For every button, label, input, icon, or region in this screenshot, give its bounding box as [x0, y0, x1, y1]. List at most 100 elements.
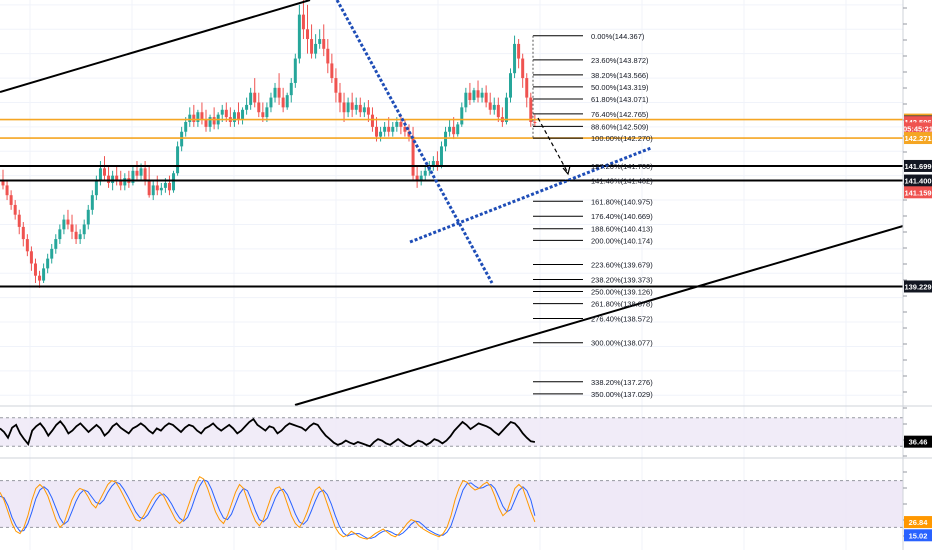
candle-body[interactable]: [484, 92, 488, 103]
candle-body[interactable]: [33, 263, 37, 276]
price-panel[interactable]: 0.00%(144.367) 23.60%(143.872) 38.20%(143.…: [0, 0, 904, 406]
candle-body[interactable]: [119, 180, 123, 186]
candle-body[interactable]: [366, 107, 370, 115]
candle-body[interactable]: [54, 239, 58, 249]
candle-body[interactable]: [86, 209, 90, 225]
candle-body[interactable]: [521, 58, 525, 79]
candle-body[interactable]: [9, 195, 13, 205]
candle-body[interactable]: [204, 119, 208, 127]
candle-body[interactable]: [224, 109, 228, 118]
candle-body[interactable]: [399, 121, 403, 127]
candle-body[interactable]: [159, 187, 163, 191]
candle-body[interactable]: [533, 121, 537, 123]
candle-body[interactable]: [480, 92, 484, 98]
candle-body[interactable]: [70, 224, 74, 232]
candle-body[interactable]: [456, 124, 460, 135]
stoch-k-label[interactable]: 26.84: [909, 518, 929, 527]
rsi-panel[interactable]: [0, 417, 903, 448]
candle-body[interactable]: [249, 92, 253, 105]
candle-body[interactable]: [188, 114, 192, 122]
candle-body[interactable]: [98, 168, 102, 181]
trendline-lower-support[interactable]: [294, 225, 904, 406]
trendline-upper-resistance[interactable]: [0, 0, 311, 93]
candle-body[interactable]: [395, 121, 399, 127]
candle-body[interactable]: [314, 43, 318, 54]
candle-body[interactable]: [472, 90, 476, 101]
candle-body[interactable]: [111, 175, 115, 183]
candle-body[interactable]: [504, 97, 508, 122]
candle-body[interactable]: [196, 112, 200, 122]
candle-body[interactable]: [232, 112, 236, 122]
candle-body[interactable]: [135, 170, 139, 176]
price-label[interactable]: 142.271: [904, 134, 931, 143]
candle-body[interactable]: [94, 180, 98, 196]
trendline-falling-channel[interactable]: [335, 0, 494, 284]
candle-body[interactable]: [62, 219, 66, 230]
candle-body[interactable]: [241, 109, 245, 120]
stoch-d-label[interactable]: 15.02: [909, 531, 928, 540]
candle-body[interactable]: [415, 175, 419, 181]
candle-body[interactable]: [147, 180, 151, 196]
candle-body[interactable]: [46, 258, 50, 269]
candle-body[interactable]: [435, 161, 439, 166]
candle-body[interactable]: [151, 185, 155, 196]
candle-body[interactable]: [82, 224, 86, 235]
candle-body[interactable]: [492, 104, 496, 110]
candle-body[interactable]: [496, 104, 500, 118]
candle-body[interactable]: [439, 146, 443, 166]
candle-body[interactable]: [452, 126, 456, 135]
candle-body[interactable]: [342, 102, 346, 113]
candle-body[interactable]: [330, 63, 334, 79]
candle-body[interactable]: [115, 175, 119, 181]
price-label[interactable]: 05:45:21: [903, 124, 932, 133]
candle-body[interactable]: [21, 226, 25, 240]
candle-body[interactable]: [13, 204, 17, 215]
stoch-d-line[interactable]: [0, 479, 536, 539]
candle-body[interactable]: [74, 231, 78, 240]
candle-body[interactable]: [476, 90, 480, 98]
candle-body[interactable]: [163, 182, 167, 188]
stoch-k-line[interactable]: [0, 476, 536, 540]
candle-body[interactable]: [66, 219, 70, 225]
candle-body[interactable]: [42, 268, 46, 281]
candle-body[interactable]: [103, 168, 106, 176]
candle-body[interactable]: [517, 43, 521, 59]
candle-body[interactable]: [143, 168, 147, 181]
candle-body[interactable]: [468, 92, 472, 101]
trendline-rising-support[interactable]: [409, 146, 652, 244]
candle-body[interactable]: [431, 161, 435, 166]
candle-body[interactable]: [50, 248, 54, 259]
candle-body[interactable]: [306, 29, 309, 40]
candle-body[interactable]: [1, 179, 5, 186]
candle-body[interactable]: [180, 131, 184, 147]
candle-body[interactable]: [488, 102, 492, 110]
candle-body[interactable]: [391, 126, 395, 132]
candle-body[interactable]: [285, 95, 289, 108]
candle-body[interactable]: [155, 185, 159, 191]
candle-body[interactable]: [383, 126, 387, 132]
candle-body[interactable]: [192, 114, 196, 122]
candle-body[interactable]: [350, 102, 354, 110]
candle-body[interactable]: [419, 175, 423, 181]
candle-body[interactable]: [423, 170, 427, 176]
candle-body[interactable]: [358, 104, 362, 113]
candle-body[interactable]: [29, 251, 33, 264]
rsi-value-label[interactable]: 36.46: [909, 438, 928, 447]
price-label[interactable]: 141.159: [904, 188, 931, 197]
candle-body[interactable]: [346, 102, 350, 113]
candle-body[interactable]: [261, 112, 265, 118]
price-scale[interactable]: 142.649142.612142.59605:45:21142.271141.…: [903, 7, 932, 542]
candle-body[interactable]: [220, 109, 224, 115]
price-label[interactable]: 141.699: [904, 162, 931, 171]
candle-body[interactable]: [253, 92, 257, 103]
candle-body[interactable]: [293, 58, 297, 83]
candle-body[interactable]: [411, 136, 415, 176]
candle-body[interactable]: [387, 126, 391, 132]
candle-body[interactable]: [139, 168, 143, 176]
candle-body[interactable]: [200, 112, 204, 120]
price-label[interactable]: 141.400: [904, 177, 931, 186]
stochastic-panel[interactable]: [0, 476, 903, 540]
candle-body[interactable]: [334, 78, 338, 93]
candle-body[interactable]: [17, 214, 21, 227]
rsi-line[interactable]: [0, 417, 536, 448]
